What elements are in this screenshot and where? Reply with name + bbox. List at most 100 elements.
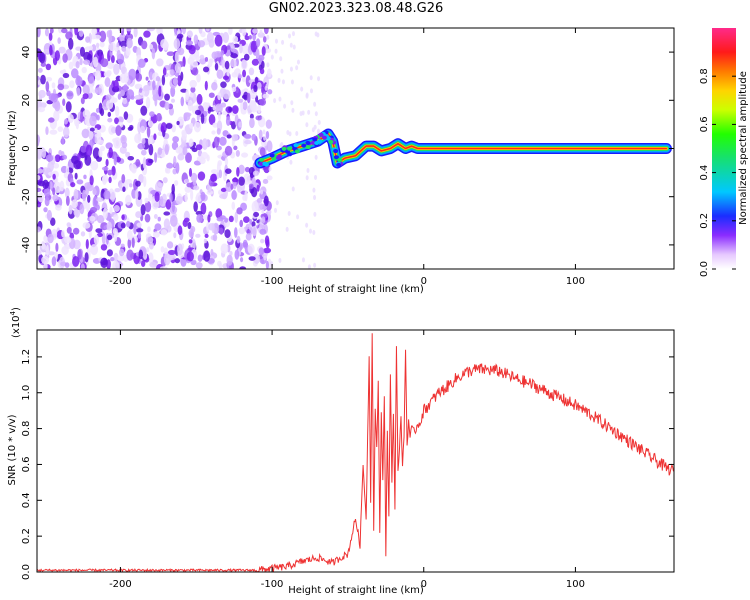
noise-blob <box>262 36 267 43</box>
noise-blob <box>128 124 134 131</box>
trace-blob <box>294 149 300 154</box>
y-tick-label: 0.0 <box>21 564 32 580</box>
noise-blob-sparse <box>306 168 310 174</box>
noise-blob <box>37 180 46 187</box>
noise-blob <box>93 234 99 245</box>
noise-blob <box>228 106 232 113</box>
noise-blob <box>96 232 103 238</box>
noise-blob <box>111 165 116 176</box>
noise-blob <box>250 186 258 198</box>
noise-blob <box>180 96 185 107</box>
noise-blob <box>50 93 58 103</box>
noise-blob <box>47 161 54 172</box>
noise-blob <box>163 211 171 216</box>
noise-blob-sparse <box>300 86 304 92</box>
noise-blob <box>228 215 234 223</box>
noise-blob-sparse <box>288 131 292 137</box>
noise-blob <box>158 85 162 97</box>
noise-blob <box>126 28 132 32</box>
y-tick-label: 0.6 <box>21 456 32 472</box>
noise-blob <box>45 77 53 82</box>
noise-blob <box>68 61 74 70</box>
noise-blob <box>159 195 164 206</box>
noise-blob <box>48 32 53 41</box>
noise-blob <box>199 54 205 60</box>
noise-blob <box>162 67 167 76</box>
noise-blob <box>135 159 141 167</box>
noise-blob-sparse <box>290 100 294 106</box>
noise-blob <box>248 183 254 190</box>
noise-blob <box>135 83 140 90</box>
noise-blob <box>186 182 193 188</box>
noise-blob-sparse <box>278 96 282 102</box>
noise-blob <box>37 226 42 233</box>
noise-blob <box>226 66 230 77</box>
noise-blob <box>43 49 51 54</box>
noise-blob <box>253 253 261 265</box>
noise-blob <box>88 130 94 140</box>
x-tick-label: 0 <box>421 276 427 287</box>
noise-blob <box>211 81 218 91</box>
noise-blob <box>80 97 85 105</box>
noise-blob-sparse <box>289 66 293 72</box>
trace-blob <box>262 161 268 166</box>
noise-blob-sparse <box>305 93 309 99</box>
multiplier-close: ) <box>11 307 22 311</box>
noise-blob <box>103 190 111 200</box>
x-tick-label: -100 <box>261 579 284 590</box>
noise-blob <box>193 160 202 166</box>
noise-blob <box>172 77 179 86</box>
noise-blob <box>64 187 70 199</box>
noise-blob <box>126 37 133 49</box>
noise-blob <box>98 30 107 43</box>
noise-blob <box>148 43 154 50</box>
noise-blob <box>251 225 258 237</box>
noise-blob <box>127 155 135 161</box>
noise-blob <box>196 93 203 105</box>
noise-blob <box>49 28 54 34</box>
noise-blob <box>41 148 47 159</box>
noise-blob <box>142 157 147 169</box>
noise-blob <box>257 32 265 38</box>
noise-blob <box>212 122 219 128</box>
noise-blob <box>146 247 150 253</box>
noise-blob <box>45 244 49 256</box>
noise-blob <box>267 89 273 95</box>
noise-blob-sparse <box>296 59 300 65</box>
noise-blob <box>91 44 97 52</box>
noise-blob <box>238 227 246 235</box>
noise-blob <box>196 73 201 83</box>
noise-blob <box>156 58 164 67</box>
noise-blob <box>201 138 209 150</box>
noise-blob <box>177 243 183 256</box>
noise-blob <box>55 204 62 211</box>
noise-blob <box>149 111 155 117</box>
noise-blob <box>253 84 258 93</box>
noise-blob <box>164 93 170 101</box>
noise-blob <box>112 138 117 143</box>
noise-blob <box>187 99 194 112</box>
noise-blob <box>125 151 131 158</box>
noise-blob <box>166 241 174 249</box>
noise-blob <box>129 183 133 188</box>
noise-blob <box>133 28 138 38</box>
noise-blob <box>52 187 56 196</box>
noise-blob <box>101 174 109 184</box>
noise-blob <box>153 214 158 220</box>
noise-blob <box>39 52 46 64</box>
noise-blob <box>152 231 160 238</box>
noise-blob <box>167 249 176 256</box>
noise-blob <box>169 215 178 227</box>
noise-blob <box>225 116 231 127</box>
noise-blob <box>126 249 134 261</box>
spectrogram-x-axis-label: Height of straight line (km) <box>288 284 424 295</box>
snr-x-ticks: -200 -100 0 100 <box>109 330 585 590</box>
noise-blob <box>203 250 211 262</box>
noise-blob-sparse <box>313 262 317 268</box>
noise-blob <box>73 188 79 201</box>
noise-blob <box>135 180 141 187</box>
noise-blob <box>70 182 76 188</box>
noise-blob <box>93 34 102 40</box>
noise-blob <box>164 101 170 111</box>
